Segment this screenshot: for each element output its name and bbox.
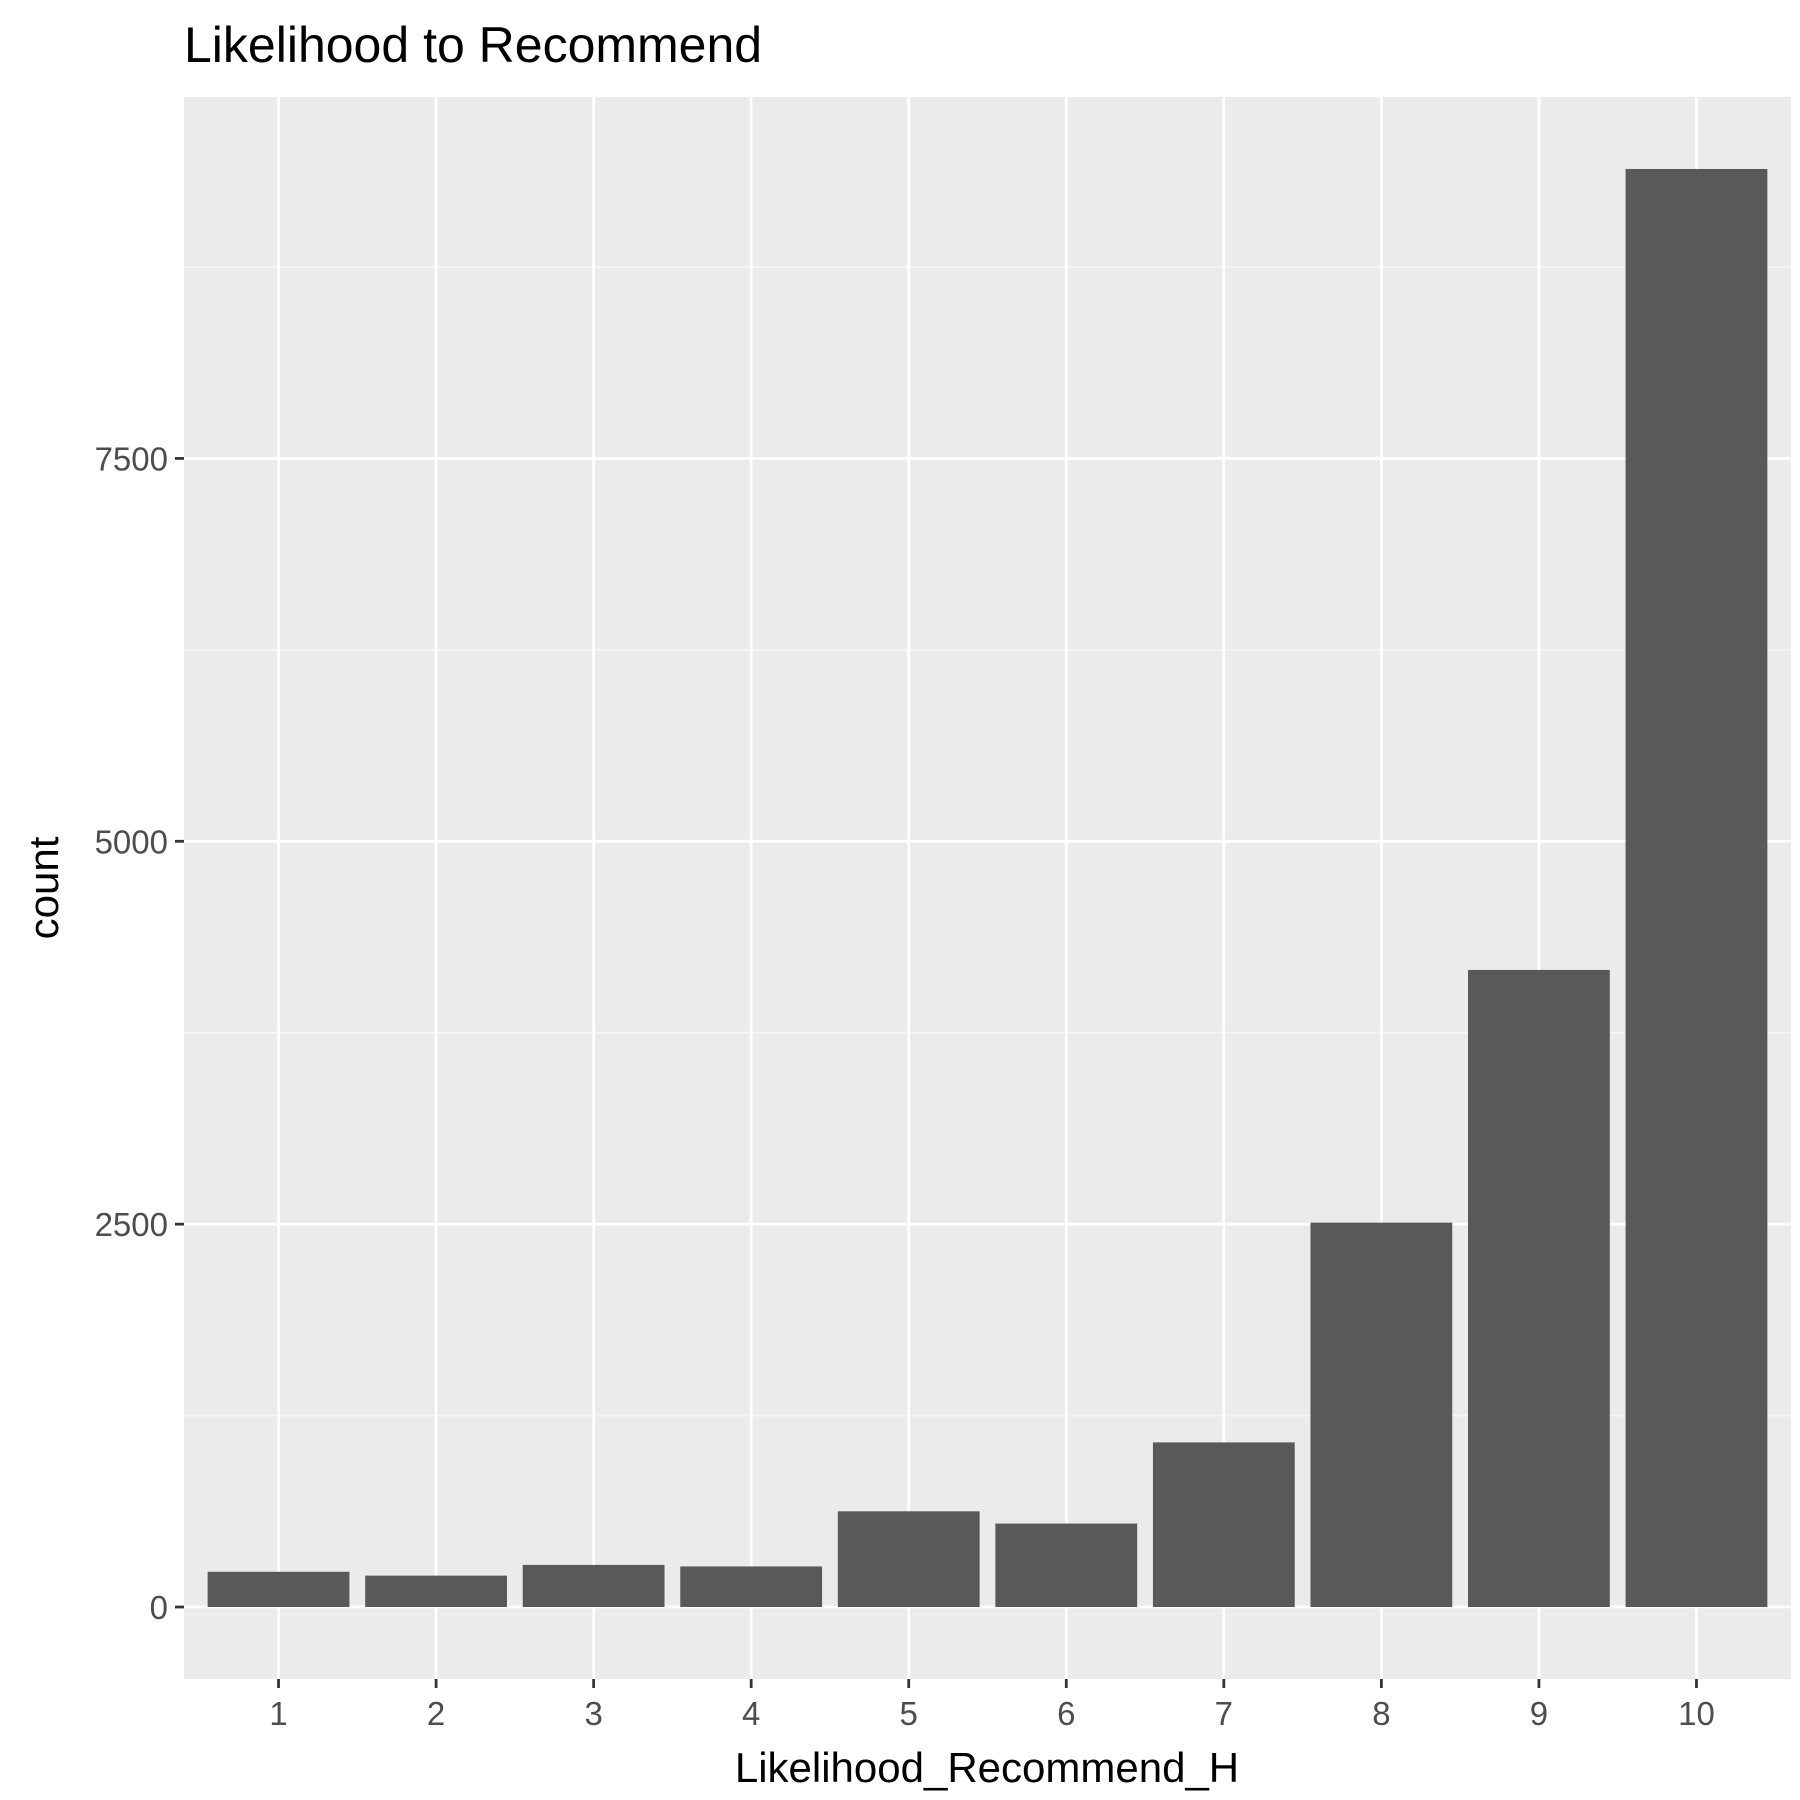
y-axis-title: count [20, 836, 67, 939]
y-tick-label: 5000 [95, 823, 168, 860]
y-tick-label: 7500 [95, 440, 168, 477]
bar-4 [680, 1566, 823, 1608]
bar-2 [365, 1575, 507, 1608]
y-tick-label: 0 [150, 1589, 168, 1626]
x-axis-title: Likelihood_Recommend_H [735, 1744, 1239, 1791]
x-tick-label: 10 [1678, 1695, 1715, 1732]
bar-7 [1152, 1442, 1295, 1608]
x-tick-label: 5 [900, 1695, 918, 1732]
bar-5 [837, 1511, 980, 1608]
y-axis: 0 2500 5000 7500 [95, 440, 184, 1626]
x-tick-label: 7 [1215, 1695, 1233, 1732]
bar-6 [995, 1523, 1138, 1608]
x-tick-label: 1 [269, 1695, 287, 1732]
bar-1 [207, 1571, 350, 1608]
bar-3 [522, 1564, 665, 1608]
x-tick-label: 6 [1057, 1695, 1075, 1732]
bar-9 [1468, 969, 1610, 1608]
x-tick-label: 9 [1530, 1695, 1548, 1732]
bar-10 [1625, 168, 1768, 1608]
chart-title: Likelihood to Recommend [184, 17, 762, 73]
x-tick-label: 3 [584, 1695, 602, 1732]
y-tick-label: 2500 [95, 1206, 168, 1243]
bar-8 [1310, 1222, 1453, 1608]
grid-lines [184, 97, 1791, 1679]
x-tick-label: 4 [742, 1695, 760, 1732]
x-axis: 1 2 3 4 5 6 7 8 9 10 [269, 1679, 1715, 1732]
x-tick-label: 2 [427, 1695, 445, 1732]
x-tick-label: 8 [1372, 1695, 1390, 1732]
bars [207, 168, 1768, 1608]
